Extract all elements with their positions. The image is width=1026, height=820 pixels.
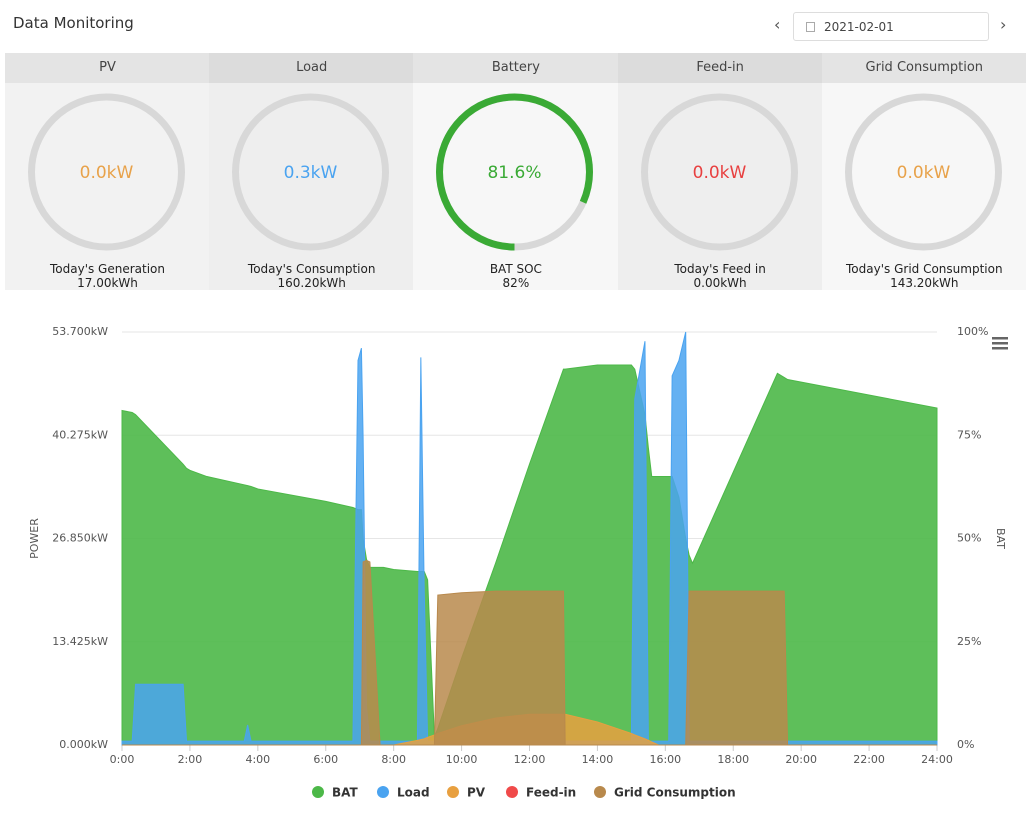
- y2-tick-label: 75%: [957, 428, 981, 441]
- legend-label: Load: [397, 786, 430, 800]
- card-total: 82%: [502, 276, 530, 290]
- y2-tick-label: 25%: [957, 635, 981, 648]
- legend-marker: [506, 786, 518, 798]
- prev-day[interactable]: ‹: [774, 15, 781, 34]
- card-caption: Today's Consumption: [247, 262, 376, 276]
- card: Battery 81.6% BAT SOC 82%: [413, 53, 619, 290]
- card-label: Feed-in: [617, 53, 823, 83]
- calendar-icon: [806, 22, 815, 32]
- x-tick-label: 2:00: [178, 753, 203, 766]
- y-tick-label: 53.700kW: [52, 325, 108, 338]
- gauge: 0.3kW: [232, 93, 390, 251]
- y-tick-label: 13.425kW: [52, 635, 108, 648]
- y2-tick-label: 50%: [957, 532, 981, 545]
- card-total: 17.00kWh: [77, 276, 138, 290]
- x-tick-label: 18:00: [717, 753, 749, 766]
- gauge: 0.0kW: [844, 93, 1002, 251]
- gauge-value: 0.0kW: [896, 163, 950, 183]
- x-tick-label: 16:00: [649, 753, 681, 766]
- gauge-track: [232, 93, 390, 251]
- y2-tick-label: 0%: [957, 738, 974, 751]
- legend-marker: [377, 786, 389, 798]
- x-tick-label: 0:00: [110, 753, 135, 766]
- legend-label: PV: [467, 786, 486, 800]
- date: 2021-02-01: [824, 20, 894, 34]
- card-caption: BAT SOC: [489, 262, 542, 276]
- gauge: 81.6%: [436, 93, 594, 251]
- legend-label: Grid Consumption: [614, 786, 736, 800]
- gauge-value: 0.0kW: [692, 163, 746, 183]
- card-total: 143.20kWh: [890, 276, 959, 290]
- y2-axis-title: BAT: [994, 528, 1007, 549]
- card-label: Battery: [413, 53, 619, 83]
- card: PV 0.0kW Today's Generation 17.00kWh: [5, 53, 210, 290]
- gauge-track: [640, 93, 798, 251]
- x-tick-label: 20:00: [785, 753, 817, 766]
- card-total: 0.00kWh: [693, 276, 747, 290]
- y-axis-title: POWER: [28, 518, 41, 559]
- gauge-value: 0.0kW: [80, 163, 134, 183]
- gauge: 0.0kW: [28, 93, 185, 251]
- chart: 0.000kW 13.425kW 26.850kW 40.275kW 53.700kW 0…: [28, 325, 1008, 800]
- menu-bar: [992, 342, 1008, 345]
- card: Feed-in 0.0kW Today's Feed in 0.00kWh: [617, 53, 823, 290]
- card-caption: Today's Grid Consumption: [846, 262, 1003, 276]
- card: Load 0.3kW Today's Consumption 160.20kWh: [209, 53, 415, 290]
- card-label: PV: [5, 53, 210, 83]
- legend-marker: [312, 786, 324, 798]
- x-tick-label: 22:00: [853, 753, 885, 766]
- x-tick-label: 10:00: [446, 753, 478, 766]
- area: [122, 559, 937, 746]
- gauge-arc: [436, 93, 594, 251]
- x-tick-label: 4:00: [245, 753, 270, 766]
- legend-marker: [447, 786, 459, 798]
- card-caption: Today's Generation: [49, 262, 165, 276]
- y-tick-label: 0.000kW: [59, 738, 108, 751]
- y-tick-label: 40.275kW: [52, 428, 108, 441]
- x-tick-label: 24:00: [921, 753, 953, 766]
- gauge-value: 81.6%: [488, 163, 542, 183]
- card-label: Grid Consumption: [821, 53, 1026, 83]
- summary-cards: PV 0.0kW Today's Generation 17.00kWh Load 0.3…: [5, 53, 1026, 290]
- next-day[interactable]: ›: [1000, 15, 1007, 34]
- legend-marker: [594, 786, 606, 798]
- x-tick-label: 8:00: [381, 753, 406, 766]
- y2-tick-label: 100%: [957, 325, 988, 338]
- menu-bar: [992, 337, 1008, 340]
- date-picker[interactable]: 2021-02-01: [793, 12, 989, 41]
- gauge-value: 0.3kW: [284, 163, 338, 183]
- x-tick-label: 12:00: [514, 753, 546, 766]
- card: Grid Consumption 0.0kW Today's Grid Consum…: [821, 53, 1026, 290]
- x-tick-label: 6:00: [313, 753, 338, 766]
- gauge-track: [28, 93, 185, 251]
- card-caption: Today's Feed in: [674, 262, 766, 276]
- gauge: 0.0kW: [640, 93, 798, 251]
- menu-bar: [992, 347, 1008, 350]
- y-tick-label: 26.850kW: [52, 532, 108, 545]
- card-total: 160.20kWh: [277, 276, 346, 290]
- gauge-track: [844, 93, 1002, 251]
- card-label: Load: [209, 53, 415, 83]
- x-tick-label: 14:00: [582, 753, 614, 766]
- page-title: Data Monitoring: [13, 14, 134, 32]
- legend-label: Feed-in: [526, 786, 576, 800]
- legend-label: BAT: [332, 786, 359, 800]
